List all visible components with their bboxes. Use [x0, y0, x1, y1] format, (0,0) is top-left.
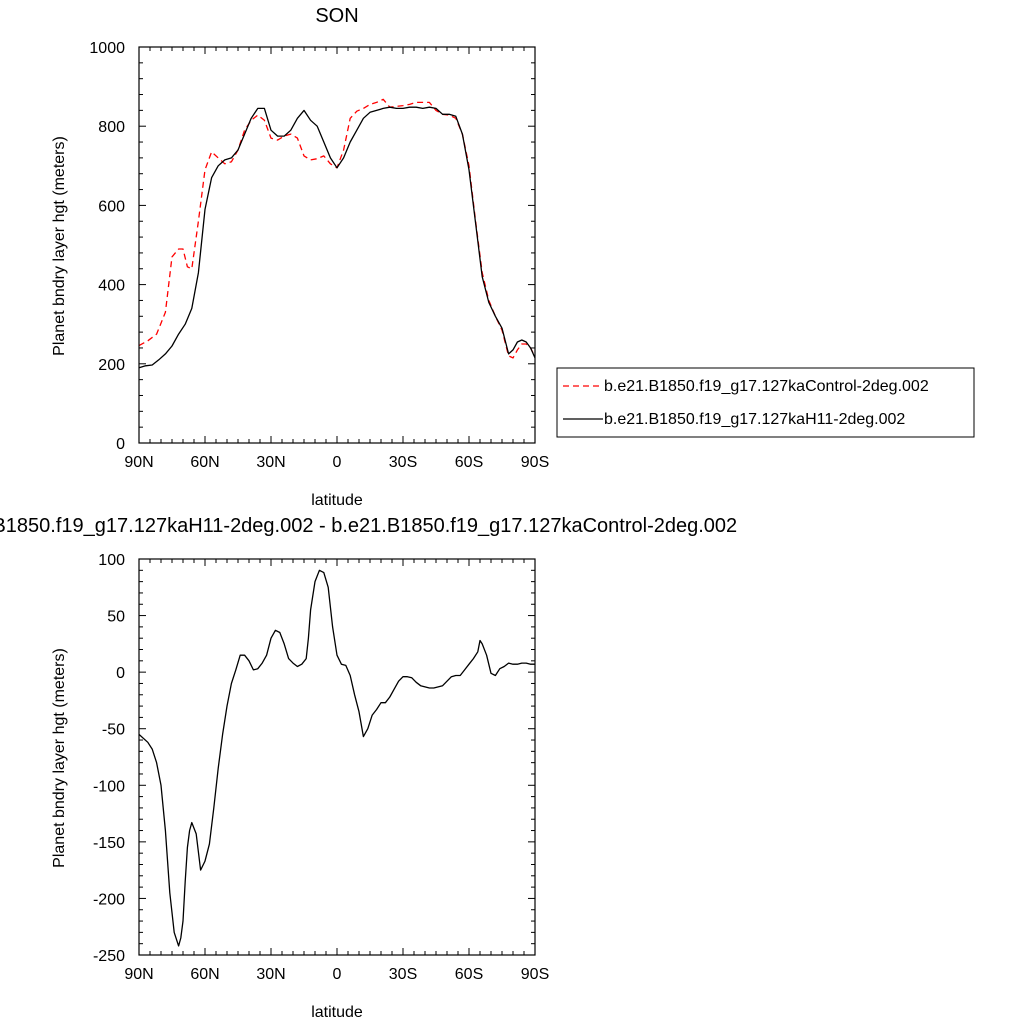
difference-x-axis-label: latitude: [311, 1004, 363, 1021]
x-tick-label: 90S: [521, 454, 549, 471]
difference-plot-frame: [138, 558, 536, 956]
difference-x-tick-label: 30N: [256, 966, 285, 983]
y-tick-label: 800: [98, 119, 125, 136]
difference-y-tick-label: -200: [93, 891, 125, 908]
y-tick-label: 600: [98, 198, 125, 215]
y-tick-label: 1000: [89, 40, 125, 57]
y-axis-label: Planet bndry layer hgt (meters): [51, 136, 68, 356]
y-tick-label: 200: [98, 357, 125, 374]
x-axis-label: latitude: [311, 492, 363, 509]
bottom-panel: b.e21.B1850.f19_g17.127kaH11-2deg.002 - …: [0, 515, 737, 1021]
legend-label-control: b.e21.B1850.f19_g17.127kaControl-2deg.00…: [604, 378, 929, 395]
difference-y-tick-label: 100: [98, 552, 125, 569]
legend-box: [556, 367, 975, 438]
difference-x-tick-label: 60N: [190, 966, 219, 983]
difference-y-tick-label: 0: [116, 665, 125, 682]
difference-x-tick-label: 90N: [124, 966, 153, 983]
difference-y-axis-label: Planet bndry layer hgt (meters): [51, 648, 68, 868]
plot-area: 90N 60N 30N 0 30S 60S 90S 0 200 400 600 800 1000: [89, 40, 549, 471]
x-tick-label: 60S: [455, 454, 483, 471]
x-tick-label: 90N: [124, 454, 153, 471]
x-tick-label: 0: [333, 454, 342, 471]
x-tick-label: 30N: [256, 454, 285, 471]
difference-y-tick-label: 50: [107, 609, 125, 626]
difference-y-tick-label: -100: [93, 778, 125, 795]
top-panel: SON 90N 60N 30N 0 30S 60S 90S 0 200 400 600 800 1000…: [51, 5, 975, 509]
legend: b.e21.B1850.f19_g17.127kaControl-2deg.00…: [556, 367, 975, 438]
y-tick-label: 400: [98, 278, 125, 295]
difference-y-tick-label: -250: [93, 948, 125, 965]
chart-title: SON: [315, 5, 358, 27]
difference-x-tick-label: 90S: [521, 966, 549, 983]
difference-plot-area: 90N 60N 30N 0 30S 60S 90S -250 -200 -150 -100 -50 0 5…: [93, 552, 549, 983]
difference-x-tick-label: 0: [333, 966, 342, 983]
y-tick-label: 0: [116, 436, 125, 453]
difference-y-tick-label: -50: [102, 722, 125, 739]
difference-y-tick-label: -150: [93, 835, 125, 852]
series-line-2: [138, 106, 536, 369]
x-tick-label: 30S: [389, 454, 417, 471]
plot-frame: [138, 46, 536, 444]
series-line-1: [138, 98, 536, 359]
difference-chart-title: b.e21.B1850.f19_g17.127kaH11-2deg.002 - …: [0, 515, 737, 537]
difference-x-tick-label: 30S: [389, 966, 417, 983]
legend-label-h11: b.e21.B1850.f19_g17.127kaH11-2deg.002: [604, 411, 905, 428]
difference-x-tick-label: 60S: [455, 966, 483, 983]
difference-series-line-1: [138, 569, 535, 947]
x-tick-label: 60N: [190, 454, 219, 471]
